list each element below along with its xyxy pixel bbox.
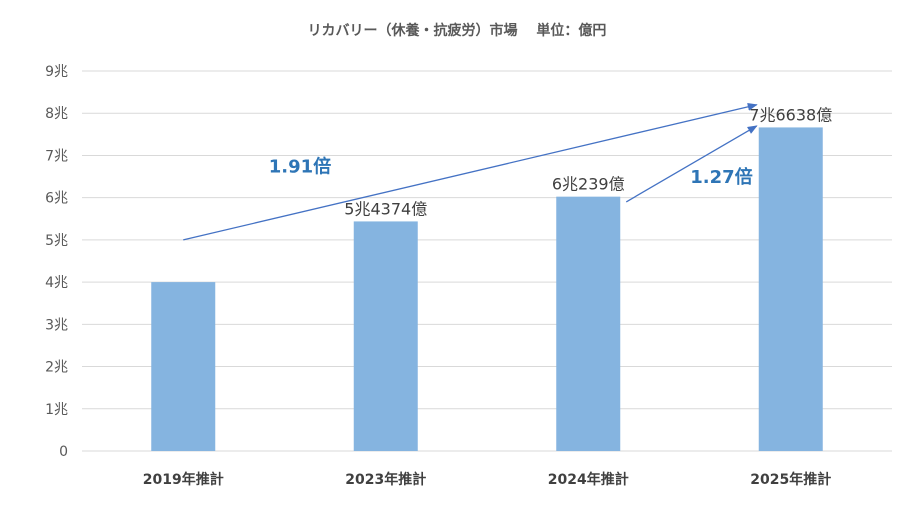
data-labels: 5兆4374億 6兆239億 7兆6638億 xyxy=(344,105,832,218)
x-axis-ticks: 2019年推計 2023年推計 2024年推計 2025年推計 xyxy=(143,471,831,488)
growth-ratio-label-0: 1.91倍 xyxy=(269,155,331,177)
y-tick-label-5: 5兆 xyxy=(45,233,68,249)
growth-ratio-label-1: 1.27倍 xyxy=(690,166,752,188)
x-tick-label-3: 2025年推計 xyxy=(750,471,831,488)
chart-title: リカバリー（休養・抗疲労）市場 単位：億円 xyxy=(308,22,607,39)
grid-lines xyxy=(82,70,892,452)
bar-1 xyxy=(353,221,418,451)
y-tick-label-1: 1兆 xyxy=(45,402,68,418)
bars xyxy=(151,127,823,452)
growth-arrow-1 xyxy=(625,125,758,203)
bar-3 xyxy=(758,127,823,452)
data-label-3: 7兆6638億 xyxy=(749,105,832,124)
y-axis-ticks: 0 1兆 2兆 3兆 4兆 5兆 6兆 7兆 8兆 9兆 xyxy=(45,64,68,460)
y-tick-label-6: 6兆 xyxy=(45,191,68,207)
y-tick-label-0: 0 xyxy=(59,444,68,460)
y-tick-label-7: 7兆 xyxy=(45,148,68,164)
x-tick-label-2: 2024年推計 xyxy=(548,471,629,488)
annotations: 1.91倍 1.27倍 xyxy=(183,102,758,241)
data-label-2: 6兆239億 xyxy=(552,175,625,194)
bar-0 xyxy=(151,282,216,451)
y-tick-label-9: 9兆 xyxy=(45,64,68,80)
growth-arrow-0 xyxy=(183,102,758,241)
y-tick-label-3: 3兆 xyxy=(45,317,68,333)
y-tick-label-8: 8兆 xyxy=(45,106,68,122)
bar-2 xyxy=(556,196,621,451)
x-tick-label-1: 2023年推計 xyxy=(345,471,426,488)
y-tick-label-2: 2兆 xyxy=(45,360,68,376)
data-label-1: 5兆4374億 xyxy=(344,199,427,218)
y-tick-label-4: 4兆 xyxy=(45,275,68,291)
x-tick-label-0: 2019年推計 xyxy=(143,471,224,488)
